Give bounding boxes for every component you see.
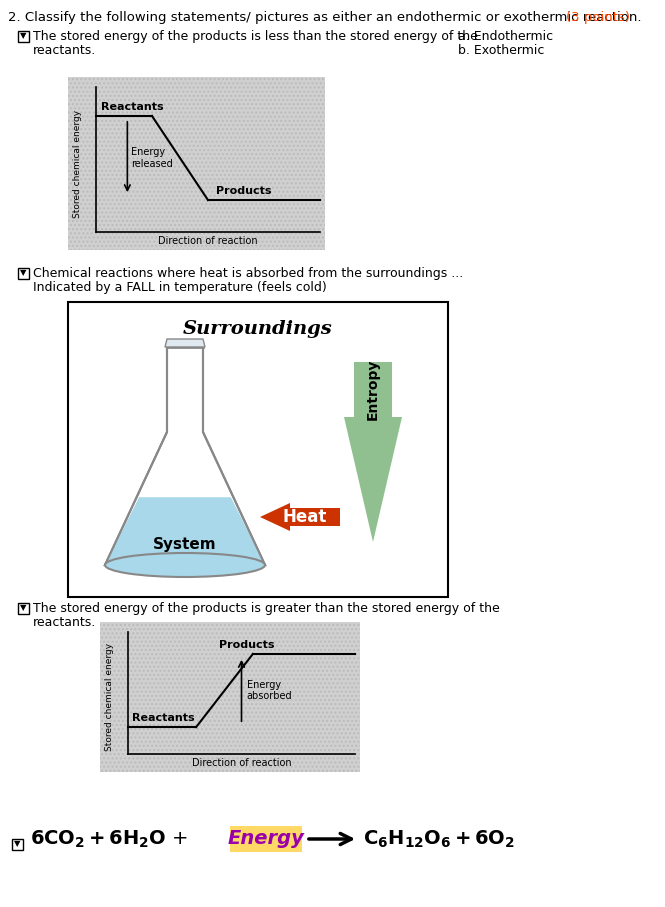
Text: Stored chemical energy: Stored chemical energy: [72, 110, 82, 218]
Text: 2. Classify the following statements/ pictures as either an endothermic or exoth: 2. Classify the following statements/ pi…: [8, 11, 646, 24]
Text: b. Exothermic: b. Exothermic: [458, 44, 545, 57]
Text: a. Endothermic: a. Endothermic: [458, 30, 553, 43]
Text: Chemical reactions where heat is absorbed from the surroundings ...: Chemical reactions where heat is absorbe…: [33, 267, 464, 280]
Text: $\bf{6CO_2 + 6H_2O}$ +: $\bf{6CO_2 + 6H_2O}$ +: [30, 828, 190, 850]
Bar: [68, 77, 325, 250]
Text: Reactants: Reactants: [101, 102, 164, 112]
Text: Surroundings: Surroundings: [183, 320, 333, 338]
Text: Products: Products: [219, 640, 274, 650]
Text: Stored chemical energy: Stored chemical energy: [104, 643, 114, 751]
Text: Direction of reaction: Direction of reaction: [158, 236, 258, 246]
Text: (3 points): (3 points): [566, 11, 630, 24]
Text: Heat: Heat: [283, 508, 327, 526]
Text: System: System: [153, 537, 217, 552]
Text: Energy
released: Energy released: [132, 147, 173, 169]
Bar: [100, 622, 360, 772]
Text: ▼: ▼: [14, 840, 20, 849]
Text: $\bf{C_6H_{12}O_6 + 6O_2}$: $\bf{C_6H_{12}O_6 + 6O_2}$: [363, 828, 515, 850]
Text: Energy: Energy: [227, 830, 305, 849]
Text: The stored energy of the products is less than the stored energy of the: The stored energy of the products is les…: [33, 30, 478, 43]
Polygon shape: [344, 362, 402, 542]
Bar: [17, 31, 29, 42]
Polygon shape: [165, 339, 205, 347]
Bar: [68, 302, 448, 597]
Text: reactants.: reactants.: [33, 616, 96, 629]
Polygon shape: [260, 503, 340, 531]
Text: Direction of reaction: Direction of reaction: [192, 758, 291, 768]
Text: ▼: ▼: [20, 268, 26, 278]
Bar: [11, 838, 23, 850]
FancyBboxPatch shape: [230, 826, 302, 852]
Text: Entropy: Entropy: [366, 359, 380, 420]
Polygon shape: [105, 497, 265, 565]
Ellipse shape: [105, 553, 265, 577]
Text: ▼: ▼: [20, 603, 26, 612]
Bar: [17, 602, 29, 613]
Polygon shape: [105, 347, 265, 565]
Text: Indicated by a FALL in temperature (feels cold): Indicated by a FALL in temperature (feel…: [33, 281, 327, 294]
Text: ▼: ▼: [20, 32, 26, 41]
Bar: [17, 268, 29, 278]
Text: reactants.: reactants.: [33, 44, 96, 57]
Text: Reactants: Reactants: [132, 713, 195, 723]
Text: Products: Products: [216, 186, 271, 196]
Text: The stored energy of the products is greater than the stored energy of the: The stored energy of the products is gre…: [33, 602, 500, 615]
Text: Energy
absorbed: Energy absorbed: [247, 679, 292, 701]
